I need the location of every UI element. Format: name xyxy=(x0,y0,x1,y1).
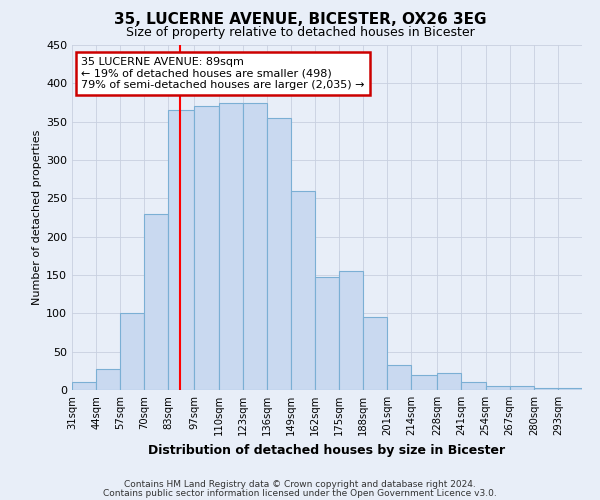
Bar xyxy=(412,374,437,390)
Bar xyxy=(218,102,242,390)
Bar xyxy=(194,106,218,390)
Text: 35 LUCERNE AVENUE: 89sqm
← 19% of detached houses are smaller (498)
79% of semi-: 35 LUCERNE AVENUE: 89sqm ← 19% of detach… xyxy=(81,57,365,90)
Bar xyxy=(485,386,509,390)
Bar xyxy=(267,118,291,390)
Bar xyxy=(461,382,485,390)
Y-axis label: Number of detached properties: Number of detached properties xyxy=(32,130,42,305)
Bar xyxy=(120,314,145,390)
Text: Size of property relative to detached houses in Bicester: Size of property relative to detached ho… xyxy=(125,26,475,39)
Text: Contains HM Land Registry data © Crown copyright and database right 2024.: Contains HM Land Registry data © Crown c… xyxy=(124,480,476,489)
Bar xyxy=(363,317,387,390)
X-axis label: Distribution of detached houses by size in Bicester: Distribution of detached houses by size … xyxy=(148,444,506,456)
Bar xyxy=(437,373,461,390)
Text: Contains public sector information licensed under the Open Government Licence v3: Contains public sector information licen… xyxy=(103,488,497,498)
Bar xyxy=(96,370,120,390)
Bar xyxy=(72,382,96,390)
Bar xyxy=(242,102,267,390)
Bar xyxy=(339,271,363,390)
Bar xyxy=(291,190,315,390)
Text: 35, LUCERNE AVENUE, BICESTER, OX26 3EG: 35, LUCERNE AVENUE, BICESTER, OX26 3EG xyxy=(114,12,486,28)
Bar xyxy=(534,388,558,390)
Bar xyxy=(558,388,582,390)
Bar xyxy=(315,278,339,390)
Bar xyxy=(169,110,194,390)
Bar xyxy=(387,364,412,390)
Bar xyxy=(145,214,169,390)
Bar xyxy=(509,386,534,390)
